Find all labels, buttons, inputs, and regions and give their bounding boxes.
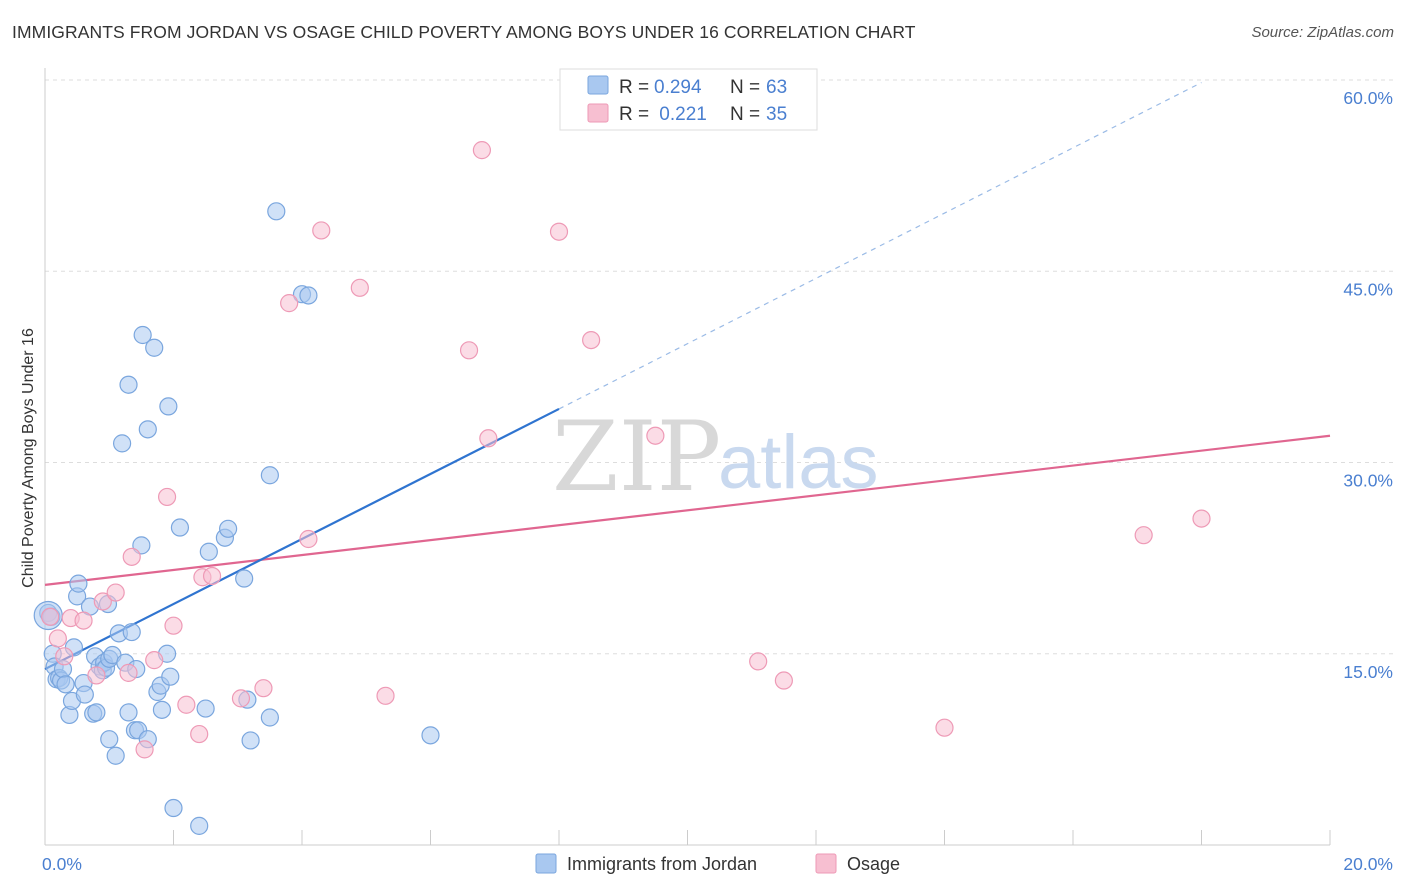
data-point-osage	[299, 529, 318, 549]
data-point-osage	[157, 487, 177, 507]
legend-swatch-blue	[587, 75, 609, 95]
legend-n-label-1: N =	[730, 77, 760, 98]
data-point-osage	[145, 651, 164, 670]
chart-source: Source: ZipAtlas.com	[1251, 24, 1394, 41]
data-point-jordan	[56, 675, 75, 694]
data-point-jordan	[106, 746, 125, 765]
data-point-osage	[122, 547, 141, 566]
x-tick-labels: 0.0% 20.0%	[42, 854, 1393, 874]
data-point-osage	[87, 666, 106, 685]
bottom-legend-swatch-blue	[535, 853, 557, 874]
data-point-osage	[350, 278, 369, 297]
series-osage	[41, 141, 1211, 759]
data-point-jordan	[159, 397, 178, 416]
watermark: ZIP atlas	[552, 401, 879, 513]
bottom-legend-swatch-pink	[815, 853, 837, 874]
data-point-jordan	[145, 338, 164, 357]
y-tick-label: 15.0%	[1343, 662, 1393, 682]
data-point-osage	[459, 341, 479, 360]
y-tick-labels: 15.0% 30.0% 45.0% 60.0%	[1343, 88, 1393, 682]
data-point-jordan	[260, 708, 279, 727]
data-point-osage	[1192, 509, 1211, 528]
data-point-osage	[177, 695, 196, 714]
data-point-osage	[749, 652, 768, 671]
legend-n-value-2: 35	[766, 104, 787, 125]
data-point-jordan	[69, 574, 88, 593]
y-tick-label: 45.0%	[1343, 279, 1393, 299]
data-point-osage	[1134, 526, 1153, 545]
data-point-osage	[74, 611, 93, 630]
bottom-legend: Immigrants from Jordan Osage	[535, 853, 900, 874]
data-point-osage	[774, 671, 793, 690]
data-point-jordan	[235, 569, 254, 588]
x-tick-label: 0.0%	[42, 854, 82, 874]
data-point-osage	[48, 629, 67, 648]
y-tick-label: 60.0%	[1343, 88, 1393, 108]
data-point-jordan	[75, 685, 94, 704]
data-point-jordan	[112, 434, 132, 453]
data-point-jordan	[267, 202, 286, 221]
legend-n-value-1: 63	[766, 77, 787, 98]
legend-swatch-pink	[587, 103, 609, 123]
data-point-osage	[106, 583, 125, 602]
data-point-osage	[549, 222, 569, 241]
data-point-osage	[202, 566, 222, 586]
axes	[44, 68, 1331, 846]
data-point-jordan	[161, 667, 180, 686]
data-point-jordan	[133, 325, 152, 345]
data-point-jordan	[170, 518, 190, 537]
legend-n-label-2: N =	[730, 104, 760, 125]
data-point-jordan	[119, 703, 138, 722]
data-point-osage	[93, 592, 112, 611]
legend-r-value-1: 0.294	[654, 77, 702, 98]
data-point-osage	[190, 724, 209, 744]
bottom-legend-label-jordan: Immigrants from Jordan	[567, 854, 757, 874]
data-point-jordan	[241, 731, 260, 750]
data-point-jordan	[138, 420, 157, 439]
data-point-jordan	[164, 798, 183, 818]
data-point-osage	[119, 663, 138, 682]
legend-r-label-1: R =	[619, 77, 649, 98]
legend-r-value-2: 0.221	[654, 104, 707, 125]
data-point-jordan	[299, 286, 318, 305]
data-point-osage	[41, 607, 60, 626]
data-point-osage	[479, 429, 498, 448]
data-point-osage	[254, 679, 273, 698]
data-point-osage	[935, 718, 954, 737]
data-point-jordan	[190, 816, 209, 835]
data-point-osage	[280, 294, 299, 313]
watermark-zip: ZIP	[552, 401, 721, 513]
y-axis-title: Child Poverty Among Boys Under 16	[20, 328, 37, 588]
data-point-osage	[135, 740, 154, 759]
data-point-osage	[164, 616, 183, 635]
legend: R = 0.294 N = 63 R = 0.221 N = 35	[559, 68, 818, 131]
data-point-jordan	[100, 730, 119, 749]
watermark-atlas: atlas	[718, 420, 879, 505]
data-point-jordan	[87, 703, 106, 722]
data-point-osage	[231, 689, 251, 708]
data-point-osage	[646, 426, 665, 445]
data-point-jordan	[119, 375, 138, 394]
data-point-jordan	[152, 700, 172, 719]
data-point-jordan	[196, 699, 215, 718]
data-point-osage	[55, 647, 74, 666]
data-point-jordan	[421, 726, 440, 745]
data-point-jordan	[219, 519, 238, 538]
data-point-jordan	[122, 622, 141, 642]
legend-r-label-2: R =	[619, 104, 649, 125]
trend-line-jordan-extension	[558, 82, 1202, 410]
data-point-osage	[472, 141, 491, 160]
data-point-jordan	[260, 466, 279, 485]
data-point-osage	[376, 686, 395, 705]
data-point-osage	[582, 331, 601, 350]
bottom-legend-label-osage: Osage	[847, 854, 900, 874]
data-point-jordan	[199, 542, 218, 561]
y-tick-label: 30.0%	[1343, 471, 1393, 491]
data-point-osage	[312, 221, 331, 240]
chart-title: IMMIGRANTS FROM JORDAN VS OSAGE CHILD PO…	[12, 22, 916, 42]
x-tick-label: 20.0%	[1343, 854, 1393, 874]
series-immigrants-from-jordan	[33, 202, 440, 835]
